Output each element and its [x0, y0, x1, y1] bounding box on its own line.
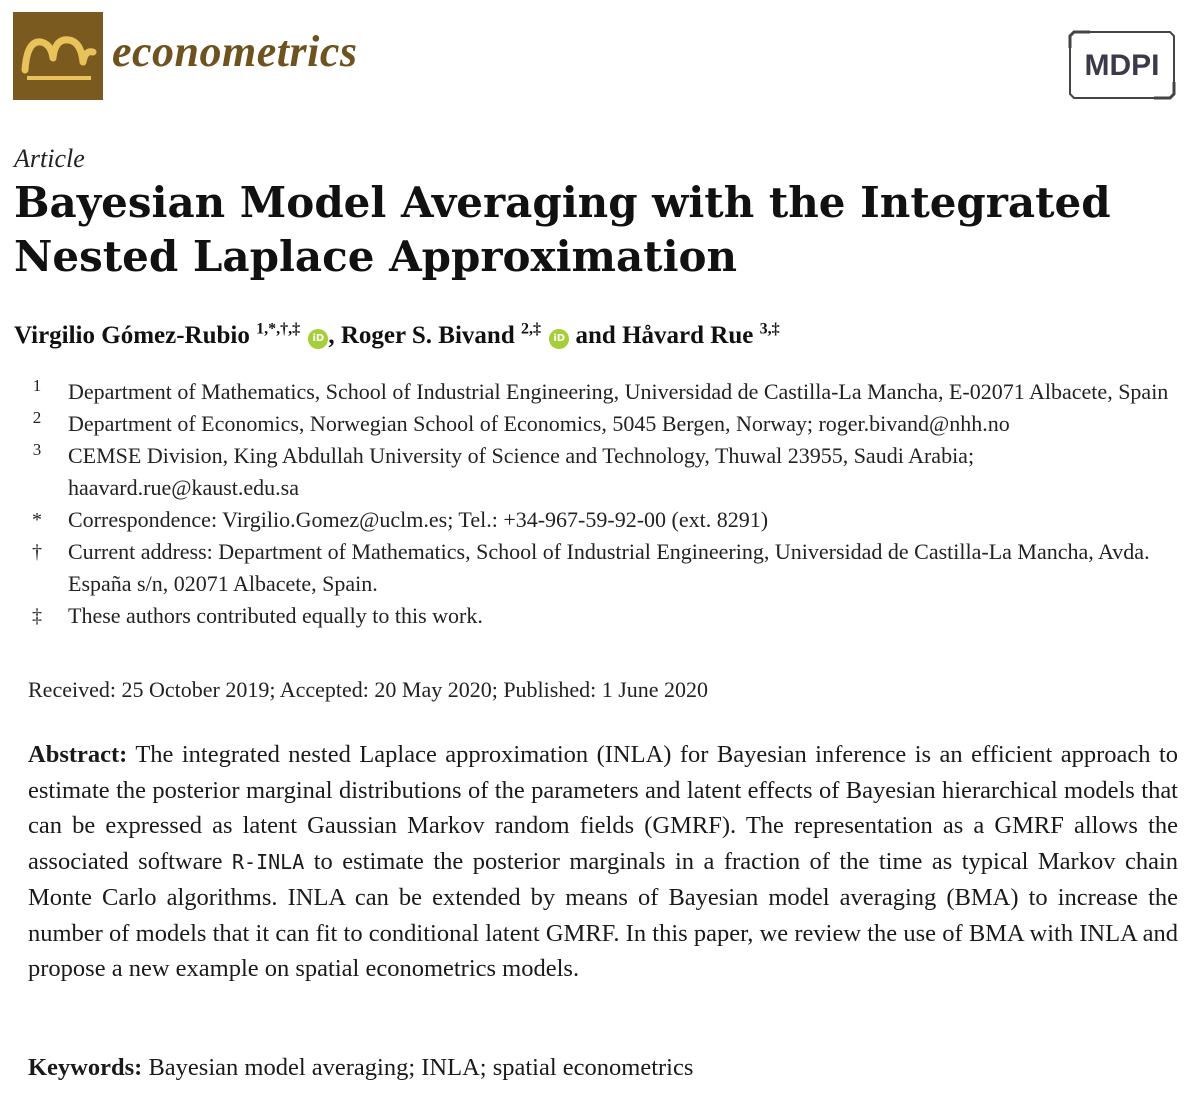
author-marks: 2,‡: [521, 320, 541, 338]
author-marks: 1,*,†,‡: [256, 320, 301, 338]
orcid-icon[interactable]: iD: [308, 329, 329, 349]
author-name: Håvard Rue: [622, 322, 754, 349]
article-type: Article: [14, 144, 85, 173]
affiliation-item: * Correspondence: Virgilio.Gomez@uclm.es;…: [22, 504, 1192, 536]
author-separator: ,: [328, 322, 341, 349]
affiliation-item: 1 Department of Mathematics, School of In…: [22, 376, 1192, 408]
affiliation-list: 1 Department of Mathematics, School of In…: [22, 376, 1192, 632]
affiliation-text: These authors contributed equally to thi…: [68, 603, 483, 628]
affiliation-mark: 3: [32, 440, 42, 459]
affiliation-text: Current address: Department of Mathemati…: [68, 539, 1150, 596]
journal-logo: [13, 12, 103, 100]
affiliation-text: Department of Economics, Norwegian Schoo…: [68, 411, 1010, 436]
affiliation-text: Correspondence: Virgilio.Gomez@uclm.es; …: [68, 507, 769, 532]
affiliation-mark: *: [32, 509, 42, 531]
software-name: R-INLA: [232, 849, 305, 874]
publication-dates: Received: 25 October 2019; Accepted: 20 …: [28, 677, 709, 702]
affiliation-mark: 2: [32, 408, 42, 427]
abstract-label: Abstract:: [28, 741, 128, 768]
affiliation-mark: ‡: [32, 605, 42, 627]
affiliation-item: † Current address: Department of Mathemat…: [22, 536, 1192, 600]
author-marks: 3,‡: [759, 320, 780, 338]
article-title: Bayesian Model Averaging with the Integr…: [14, 178, 1111, 281]
affiliation-item: 2 Department of Economics, Norwegian Scho…: [22, 408, 1192, 440]
author-name: Virgilio Gómez-Rubio: [14, 322, 250, 349]
affiliation-text: Department of Mathematics, School of Ind…: [68, 379, 1169, 404]
affiliation-item: ‡ These authors contributed equally to th…: [22, 600, 1192, 632]
mdpi-logo-text: MDPI: [1085, 49, 1160, 82]
journal-logo-icon: [21, 36, 97, 80]
author-separator: and: [569, 322, 623, 349]
orcid-icon[interactable]: iD: [549, 329, 570, 349]
keywords-label: Keywords:: [28, 1054, 143, 1081]
abstract-text: The integrated nested Laplace approximat…: [28, 741, 1178, 875]
mdpi-logo: MDPI: [1068, 30, 1176, 100]
affiliation-mark: †: [32, 541, 42, 563]
affiliation-item: 3 CEMSE Division, King Abdullah Universit…: [22, 440, 1192, 504]
affiliation-text: CEMSE Division, King Abdullah University…: [68, 443, 975, 500]
author-list: Virgilio Gómez-Rubio 1,*,†,‡ iD, Roger S…: [14, 320, 1184, 350]
abstract-text: to estimate the posterior marginals in a…: [28, 847, 1178, 983]
keywords-text: Bayesian model averaging; INLA; spatial …: [142, 1054, 694, 1081]
author-name: Roger S. Bivand: [340, 322, 515, 349]
abstract: Abstract: The integrated nested Laplace …: [28, 737, 1178, 987]
affiliation-mark: 1: [32, 376, 42, 395]
keywords: Keywords: Bayesian model averaging; INLA…: [28, 1054, 1178, 1082]
journal-name: econometrics: [112, 27, 358, 76]
